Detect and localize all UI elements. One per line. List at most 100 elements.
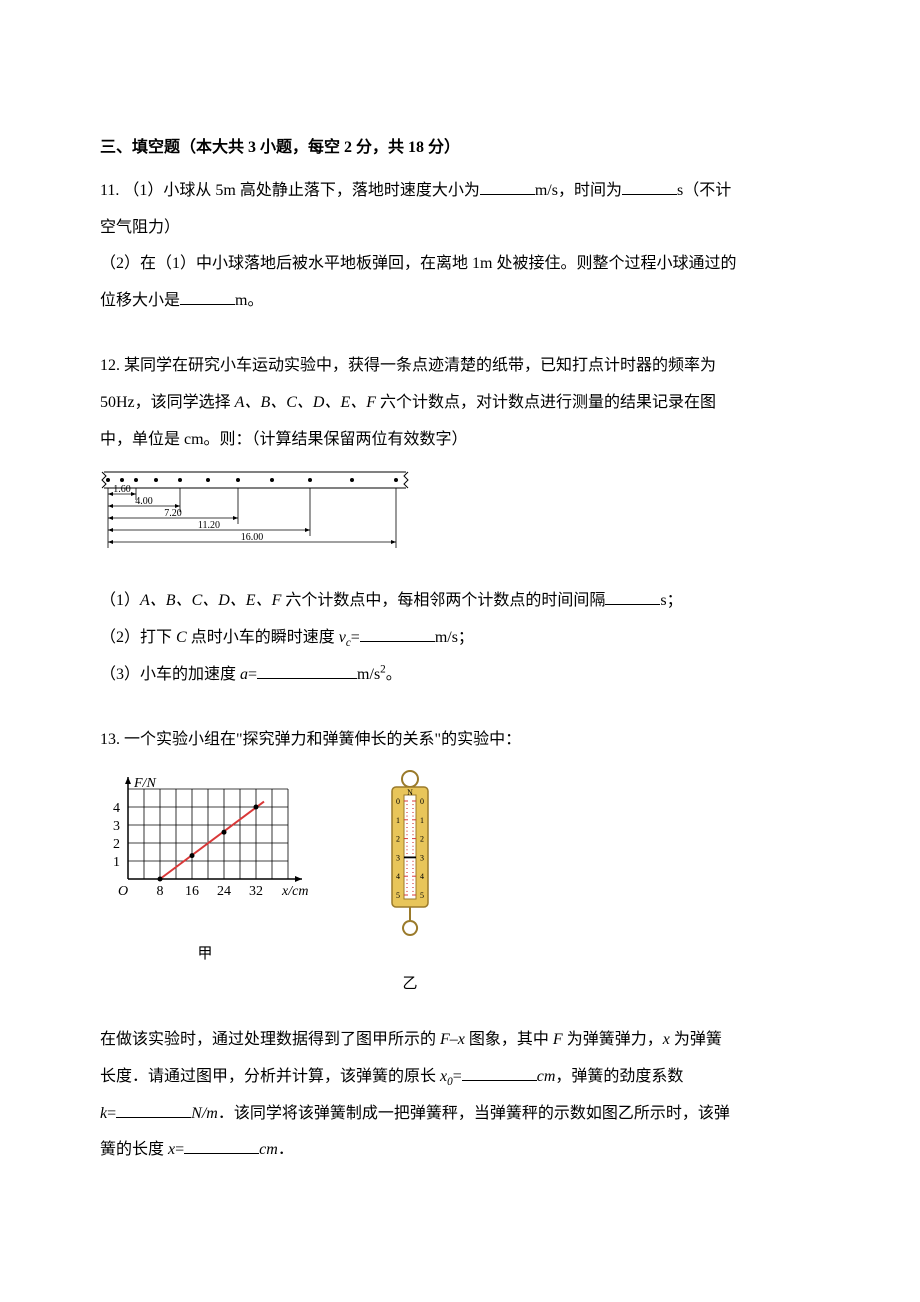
- q12-p2-letters: A、B、C、D、E、F: [235, 394, 376, 411]
- q13-p5-unit: cm: [259, 1141, 278, 1158]
- svg-text:3: 3: [113, 819, 120, 834]
- svg-text:4: 4: [396, 872, 400, 881]
- q13-p3: 长度．请通过图甲，分析并计算，该弹簧的原长 x0=cm，弹簧的劲度系数: [100, 1059, 820, 1096]
- svg-text:32: 32: [249, 884, 263, 899]
- svg-text:4.00: 4.00: [135, 496, 153, 507]
- svg-text:2: 2: [396, 834, 400, 843]
- q13-p5-pre: 簧的长度: [100, 1141, 168, 1158]
- svg-text:2: 2: [420, 834, 424, 843]
- svg-text:1.60: 1.60: [113, 484, 131, 495]
- q12-s1-pre: （1）: [100, 592, 140, 609]
- q13-p5: 簧的长度 x=cm．: [100, 1132, 820, 1169]
- q13-p3-eq: =: [453, 1068, 462, 1085]
- svg-text:1: 1: [113, 855, 120, 870]
- q13-p4: k=N/m．该同学将该弹簧制成一把弹簧秤，当弹簧秤的示数如图乙所示时，该弹: [100, 1096, 820, 1133]
- q12-s2-mid: 点时小车的瞬时速度: [187, 629, 339, 646]
- q13-p4-unit: N/m: [191, 1105, 218, 1122]
- svg-text:C: C: [176, 468, 184, 471]
- svg-text:1: 1: [420, 815, 424, 824]
- q11-l4-unit: m。: [235, 292, 263, 309]
- svg-text:F: F: [392, 468, 400, 471]
- graph-container: 12348162432OF/Nx/cm 甲: [100, 769, 310, 972]
- q13-p2-mid: 图象，其中: [465, 1031, 553, 1048]
- svg-text:D: D: [233, 468, 242, 471]
- section-header: 三、填空题（本大共 3 小题，每空 2 分，共 18 分）: [100, 130, 820, 167]
- svg-text:7.20: 7.20: [164, 508, 182, 519]
- q12-p1: 12. 某同学在研究小车运动实验中，获得一条点迹清楚的纸带，已知打点计时器的频率…: [100, 348, 820, 385]
- spring-container: N001122334455 乙: [380, 769, 440, 1002]
- q13-p2-pre: 在做该实验时，通过处理数据得到了图甲所示的: [100, 1031, 440, 1048]
- svg-text:2: 2: [113, 837, 120, 852]
- q13-p5-end: ．: [278, 1141, 294, 1158]
- blank: [116, 1102, 191, 1118]
- q12-p2-mid: 六个计数点，对计数点进行测量的结果记录在图: [376, 394, 716, 411]
- q13-p2-fx: F–x: [440, 1031, 465, 1048]
- svg-text:E: E: [306, 468, 314, 471]
- blank: [257, 663, 357, 679]
- q13-p5-eq: =: [175, 1141, 184, 1158]
- q12-s2-unit: m/s；: [435, 629, 474, 646]
- label-jia: 甲: [100, 937, 310, 972]
- q12-s2-c: C: [176, 629, 187, 646]
- svg-text:3: 3: [420, 853, 424, 862]
- q12-s2-pre: （2）打下: [100, 629, 176, 646]
- svg-text:3: 3: [396, 853, 400, 862]
- q13-p2-f: F: [553, 1031, 563, 1048]
- q11-l4-pre: 位移大小是: [100, 292, 180, 309]
- q12-s3-pre: （3）小车的加速度: [100, 666, 240, 683]
- q13-p3-pre: 长度．请通过图甲，分析并计算，该弹簧的原长: [100, 1068, 440, 1085]
- svg-text:5: 5: [396, 891, 400, 900]
- svg-text:11.20: 11.20: [198, 520, 220, 531]
- svg-text:24: 24: [217, 884, 231, 899]
- q11-l1-pre: 11. （1）小球从 5m 高处静止落下，落地时速度大小为: [100, 182, 480, 199]
- blank: [605, 589, 660, 605]
- svg-text:16.00: 16.00: [241, 532, 264, 543]
- svg-text:4: 4: [113, 801, 120, 816]
- question-11: 11. （1）小球从 5m 高处静止落下，落地时速度大小为 m/s，时间为 s（不计…: [100, 173, 820, 320]
- svg-text:A: A: [104, 468, 112, 471]
- svg-text:0: 0: [420, 797, 424, 806]
- graph-svg: 12348162432OF/Nx/cm: [100, 769, 310, 919]
- q12-s3-a: a: [240, 666, 248, 683]
- q11-l1-u1: m/s，时间为: [535, 182, 622, 199]
- blank: [360, 626, 435, 642]
- blank: [462, 1065, 537, 1081]
- question-12: 12. 某同学在研究小车运动实验中，获得一条点迹清楚的纸带，已知打点计时器的频率…: [100, 348, 820, 694]
- svg-text:5: 5: [420, 891, 424, 900]
- q13-p2-mid3: 为弹簧: [670, 1031, 722, 1048]
- figure-row: 12348162432OF/Nx/cm 甲 N001122334455 乙: [100, 769, 820, 1002]
- tape-svg: A B C D E F 1.60 4.00 7.20 11.20 16.00: [100, 468, 410, 558]
- svg-text:1: 1: [396, 815, 400, 824]
- q12-p2: 50Hz，该同学选择 A、B、C、D、E、F 六个计数点，对计数点进行测量的结果…: [100, 385, 820, 422]
- q12-p3: 中，单位是 cm。则：（计算结果保留两位有效数字）: [100, 422, 820, 459]
- q11-l1-u2: s（不计: [677, 182, 731, 199]
- q11-line3: （2）在（1）中小球落地后被水平地板弹回，在离地 1m 处被接住。则整个过程小球…: [100, 246, 820, 283]
- q12-s1-mid: 六个计数点中，每相邻两个计数点的时间间隔: [281, 592, 605, 609]
- question-13: 13. 一个实验小组在"探究弹力和弹簧伸长的关系"的实验中： 123481624…: [100, 722, 820, 1169]
- q12-sub2: （2）打下 C 点时小车的瞬时速度 vc=m/s；: [100, 620, 820, 657]
- blank: [180, 289, 235, 305]
- q12-sub1: （1）A、B、C、D、E、F 六个计数点中，每相邻两个计数点的时间间隔s；: [100, 583, 820, 620]
- q13-p2-x: x: [663, 1031, 670, 1048]
- svg-text:N: N: [407, 788, 413, 797]
- q12-s3-end: 。: [386, 666, 402, 683]
- q13-p3-mid: ，弹簧的劲度系数: [555, 1068, 683, 1085]
- spring-svg: N0 0 1 1 2 2 3 3 4 4 5 5: [380, 769, 440, 949]
- q12-p2-pre: 50Hz，该同学选择: [100, 394, 235, 411]
- svg-text:0: 0: [396, 797, 400, 806]
- q11-line4: 位移大小是 m。: [100, 283, 820, 320]
- q13-p4-eq: =: [107, 1105, 116, 1122]
- svg-text:8: 8: [157, 884, 164, 899]
- svg-text:x/cm: x/cm: [281, 884, 308, 899]
- q13-p1: 13. 一个实验小组在"探究弹力和弹簧伸长的关系"的实验中：: [100, 722, 820, 759]
- blank: [184, 1138, 259, 1154]
- svg-text:4: 4: [420, 872, 424, 881]
- q12-s1-letters: A、B、C、D、E、F: [140, 592, 281, 609]
- svg-text:O: O: [118, 884, 128, 899]
- q12-s2-v: v: [339, 629, 346, 646]
- q12-sub3: （3）小车的加速度 a=m/s2。: [100, 657, 820, 694]
- svg-text:B: B: [132, 468, 139, 471]
- blank: [622, 179, 677, 195]
- q12-s2-eq: =: [351, 629, 360, 646]
- q13-p4-mid: ．该同学将该弹簧制成一把弹簧秤，当弹簧秤的示数如图乙所示时，该弹: [218, 1105, 730, 1122]
